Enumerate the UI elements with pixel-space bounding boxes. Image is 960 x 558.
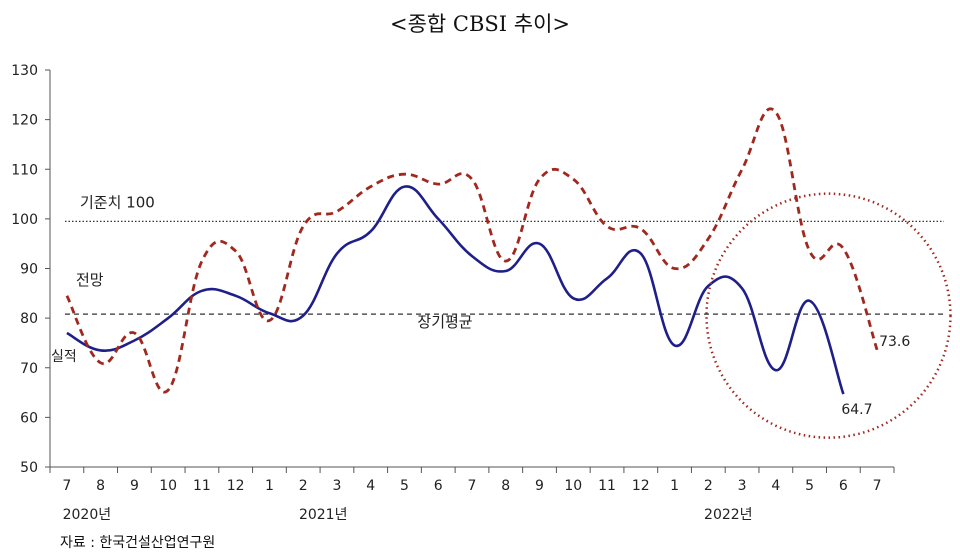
x-tick-label: 2 [704, 478, 713, 494]
x-tick-label: 8 [501, 478, 510, 494]
series-line-actual [66, 185, 845, 395]
series-label-actual: 실적 [51, 349, 77, 365]
x-tick-label: 7 [468, 478, 477, 494]
x-tick-label: 3 [332, 478, 341, 494]
series-lines [65, 107, 879, 395]
x-tick-label: 11 [193, 478, 211, 494]
series-line-outlook [65, 107, 879, 394]
year-label: 2022년 [704, 507, 753, 523]
y-tick-label: 120 [11, 113, 38, 129]
data-label-last-outlook: 73.6 [879, 334, 910, 350]
series-labels: 실적 전망 64.7 73.6 [51, 271, 910, 418]
highlight-circle [705, 192, 952, 439]
source-note: 자료 : 한국건설산업연구원 [60, 535, 216, 551]
data-label-last-actual: 64.7 [841, 402, 872, 418]
reference-lines: 기준치 100 장기평균 [65, 193, 944, 331]
x-tick-label: 4 [771, 478, 780, 494]
reference-label: 장기평균 [417, 313, 472, 331]
reference-label: 기준치 100 [80, 193, 155, 211]
y-tick-label: 100 [11, 212, 38, 228]
x-tick-label: 10 [159, 478, 177, 494]
x-tick-label: 12 [227, 478, 245, 494]
y-axis: 50 60 70 80 90 100 110 120 130 [11, 63, 50, 476]
x-tick-label: 9 [130, 478, 139, 494]
year-label: 2021년 [299, 507, 348, 523]
x-tick-label: 4 [366, 478, 375, 494]
x-tick-label: 1 [265, 478, 274, 494]
x-tick-label: 1 [670, 478, 679, 494]
y-tick-label: 60 [20, 410, 38, 426]
x-tick-label: 7 [873, 478, 882, 494]
plot-area [49, 70, 894, 468]
chart-title: <종합 CBSI 추이> [389, 12, 570, 36]
x-tick-label: 9 [535, 478, 544, 494]
x-tick-label: 11 [598, 478, 616, 494]
x-tick-label: 5 [400, 478, 409, 494]
x-tick-label: 6 [434, 478, 443, 494]
y-tick-label: 130 [11, 63, 38, 79]
highlight-region [705, 192, 952, 439]
x-tick-label: 5 [805, 478, 814, 494]
y-tick-label: 90 [20, 262, 38, 278]
x-tick-label: 12 [632, 478, 650, 494]
y-tick-label: 80 [20, 311, 38, 327]
y-tick-label: 50 [20, 460, 38, 476]
x-tick-label: 8 [96, 478, 105, 494]
x-tick-label: 10 [564, 478, 582, 494]
x-tick-label: 3 [738, 478, 747, 494]
y-tick-label: 110 [11, 162, 38, 178]
year-label: 2020년 [63, 507, 112, 523]
x-tick-label: 7 [62, 478, 71, 494]
x-tick-label: 6 [839, 478, 848, 494]
x-tick-label: 2 [299, 478, 308, 494]
y-tick-label: 70 [20, 361, 38, 377]
series-label-outlook: 전망 [76, 271, 104, 289]
